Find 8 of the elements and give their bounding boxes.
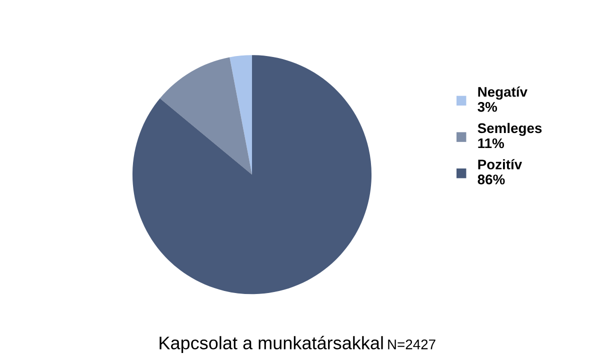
legend-label: Pozitív xyxy=(478,159,522,170)
text: Kapcsolat a munkatársakkal xyxy=(160,336,383,353)
data-label: 86% xyxy=(478,174,505,184)
text: N=2427 xyxy=(388,340,436,350)
data-label: 11% xyxy=(478,138,504,148)
legend-label: Semleges xyxy=(478,122,542,136)
data-label: 3% xyxy=(478,102,498,112)
legend-label: Negatív xyxy=(478,86,528,100)
